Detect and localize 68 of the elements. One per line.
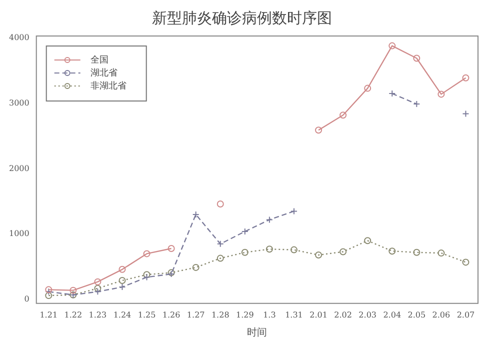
legend-label: 湖北省 xyxy=(90,67,118,78)
point xyxy=(290,208,298,215)
point xyxy=(94,284,102,292)
x-tick-label: 1.25 xyxy=(138,310,156,320)
point xyxy=(364,237,372,244)
point xyxy=(70,286,77,294)
point xyxy=(462,110,470,118)
point xyxy=(388,90,396,98)
x-tick-label: 2.01 xyxy=(310,310,328,320)
x-tick-label: 1.26 xyxy=(162,310,180,320)
point xyxy=(118,266,126,273)
point xyxy=(266,216,273,224)
x-tick-label: 1.24 xyxy=(113,310,132,320)
point xyxy=(241,248,248,256)
y-tick-label: 0 xyxy=(24,294,30,304)
x-tick-label: 2.07 xyxy=(456,310,475,320)
chart-title: 新型肺炎确诊病例数时序图 xyxy=(152,8,332,27)
x-tick-label: 1.22 xyxy=(64,310,82,320)
legend-label: 全国 xyxy=(90,54,108,66)
point xyxy=(315,126,322,134)
point xyxy=(340,112,347,119)
point xyxy=(364,84,372,92)
point xyxy=(438,250,445,257)
x-tick-label: 1.21 xyxy=(40,310,58,320)
x-tick-label: 1.29 xyxy=(236,310,254,320)
x-tick-label: 1.31 xyxy=(285,310,303,320)
point xyxy=(143,274,150,281)
point xyxy=(216,254,224,262)
point xyxy=(413,100,420,108)
point xyxy=(216,240,224,248)
point xyxy=(143,250,150,258)
y-tick-label: 1000 xyxy=(9,229,30,238)
point xyxy=(413,248,420,256)
x-tick-label: 1.28 xyxy=(211,310,230,320)
x-tick-label: 2.04 xyxy=(383,310,402,320)
legend-label: 非湖北省 xyxy=(90,80,126,92)
x-axis-title: 时间 xyxy=(247,326,268,339)
x-tick-label: 2.06 xyxy=(432,310,450,320)
point xyxy=(241,228,248,235)
point xyxy=(143,271,150,278)
point xyxy=(388,42,396,50)
point xyxy=(438,90,445,98)
x-tick-label: 1.27 xyxy=(186,310,205,320)
point xyxy=(94,278,102,286)
x-tick-label: 1.23 xyxy=(88,310,107,320)
point xyxy=(216,200,224,208)
point xyxy=(94,288,102,296)
point xyxy=(340,248,347,256)
point xyxy=(413,54,420,62)
y-tick-label: 2000 xyxy=(9,164,30,173)
point xyxy=(192,210,200,218)
point xyxy=(315,252,322,259)
y-tick-label: 4000 xyxy=(9,33,30,42)
x-tick-label: 2.05 xyxy=(408,310,426,320)
y-tick-label: 3000 xyxy=(9,98,30,108)
point xyxy=(266,246,273,253)
point xyxy=(118,284,126,291)
point xyxy=(462,258,470,266)
point xyxy=(462,74,470,82)
point xyxy=(168,244,175,252)
point xyxy=(45,292,52,300)
point xyxy=(290,246,298,254)
x-tick-label: 2.03 xyxy=(358,310,376,320)
x-tick-label: 2.02 xyxy=(334,310,352,320)
point xyxy=(388,248,396,255)
point xyxy=(118,277,126,284)
point xyxy=(192,264,200,271)
x-tick-label: 1.3 xyxy=(263,310,276,320)
